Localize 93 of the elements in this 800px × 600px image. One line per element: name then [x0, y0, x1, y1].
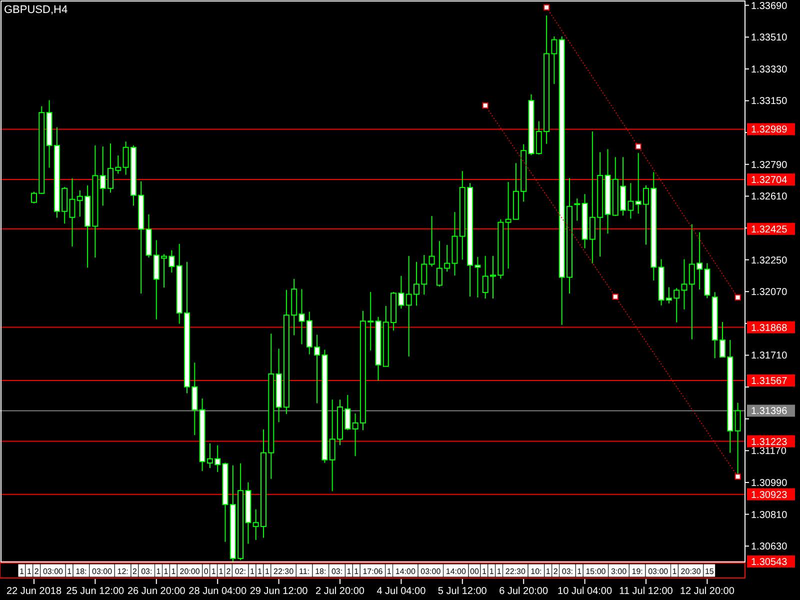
text: 03:00	[420, 567, 442, 576]
x-tick-label: 11 Jul 12:00	[619, 586, 674, 597]
text: 1	[386, 567, 392, 576]
ref-line-label: 1.32425	[751, 224, 788, 236]
text: 18:	[76, 567, 87, 576]
text: 18:	[315, 567, 326, 576]
x-tick-label: 4 Jul 04:00	[376, 586, 426, 597]
y-tick-label: 1.33330	[751, 64, 788, 76]
text: 2	[132, 567, 138, 576]
text: 00	[470, 567, 480, 576]
text: 1	[354, 567, 360, 576]
text: 0	[204, 567, 209, 576]
text: 12:	[117, 567, 128, 576]
text: 1	[264, 567, 270, 576]
text: 1	[164, 567, 169, 576]
text: 02:	[234, 567, 246, 576]
x-tick-label: 12 Jul 20:00	[680, 586, 735, 597]
y-tick-label: 1.32790	[751, 160, 788, 171]
text: 1	[496, 567, 502, 576]
point	[544, 4, 550, 10]
text: 1	[67, 567, 72, 576]
text: 2	[226, 567, 232, 576]
text: 1	[482, 567, 487, 576]
y-tick-label: 1.31170	[751, 446, 787, 458]
y-tick-label: 1.32610	[751, 192, 788, 203]
x-tick-label: 5 Jul 12:00	[438, 586, 488, 597]
point	[482, 102, 488, 109]
candlestick	[574, 198, 580, 222]
y-tick-label: 1.33690	[751, 0, 788, 12]
x-tick-label: 6 Jul 20:00	[499, 586, 548, 597]
ref-line-label: 1.31567	[751, 376, 788, 387]
text: 19:	[632, 567, 643, 576]
x-tick-label: 26 Jun 20:00	[127, 586, 186, 597]
text: 3:00	[610, 567, 628, 576]
text: 1	[577, 567, 582, 576]
text: 2	[553, 567, 558, 576]
text: 10:	[530, 567, 542, 576]
text: 03:	[562, 567, 574, 576]
text: 03:	[141, 567, 152, 576]
text: 14:00	[395, 567, 416, 576]
text: 03:00	[42, 567, 64, 576]
point	[734, 294, 741, 300]
x-tick-label: 28 Jun 04:00	[188, 586, 247, 597]
text: 1	[258, 567, 262, 576]
x-tick-label: 29 Jun 12:00	[250, 586, 308, 597]
text: 15	[704, 567, 714, 576]
text: 1	[546, 567, 551, 576]
text: 03:	[331, 567, 343, 576]
candlestick	[428, 215, 435, 268]
text: 15:00	[586, 567, 606, 576]
x-tick-label: 2 Jul 20:00	[316, 586, 365, 597]
y-tick-label: 1.33150	[751, 96, 788, 108]
text: 11:	[299, 567, 310, 576]
ref-line-label: 1.32704	[751, 175, 788, 186]
text: 1	[20, 567, 24, 576]
ref-line-label: 1.30923	[751, 490, 788, 501]
x-tick-label: 10 Jul 04:00	[558, 586, 612, 597]
text: 1	[346, 567, 352, 576]
y-tick-label: 1.33510	[751, 32, 788, 44]
y-tick-label: 1.30630	[751, 542, 788, 553]
text: 14:00	[446, 567, 466, 576]
point	[734, 474, 741, 480]
text: 03:00	[648, 567, 669, 576]
ref-line-label: 1.31868	[751, 322, 788, 334]
ref-line-label: 1.30543	[751, 556, 788, 568]
text: 1	[218, 567, 224, 576]
text: 03:00	[92, 567, 113, 576]
ref-line-label: 1.31396	[751, 406, 788, 418]
point	[635, 144, 642, 150]
text: 1	[211, 567, 216, 576]
text: 22:30	[274, 567, 294, 576]
y-tick-label: 1.30990	[751, 478, 788, 489]
text: 20:30	[680, 567, 702, 576]
y-tick-label: 1.32250	[751, 255, 788, 266]
text: 1	[26, 567, 32, 576]
text: 1	[489, 567, 494, 576]
y-tick-label: 1.31710	[751, 350, 788, 362]
ref-line-label: 1.32989	[751, 124, 788, 136]
y-tick-label: 1.30810	[751, 510, 788, 521]
x-tick-label: 25 Jun 12:00	[66, 586, 125, 597]
text: 2	[34, 567, 40, 576]
y-tick-label: 1.32070	[751, 287, 788, 298]
point	[612, 294, 618, 300]
chart-title: GBPUSD,H4	[4, 4, 68, 16]
x-tick-label: 22 Jun 2018	[6, 586, 62, 597]
text: 1	[156, 567, 162, 576]
ref-line-label: 1.31223	[751, 436, 788, 448]
text: 17:06	[362, 567, 384, 576]
text: 1	[250, 567, 256, 576]
text: 1	[672, 567, 678, 576]
text: 20:00	[180, 567, 200, 576]
text: 22:30	[505, 567, 526, 576]
text: 1	[171, 567, 176, 576]
